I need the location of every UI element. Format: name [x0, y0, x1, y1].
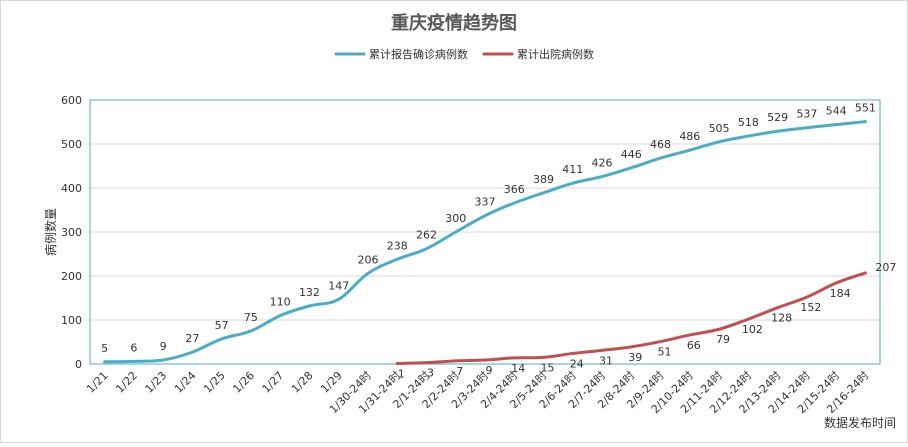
data-label: 57: [215, 319, 229, 332]
data-label: 6: [130, 341, 137, 354]
series-line-2: [395, 271, 867, 366]
data-label: 75: [244, 311, 258, 324]
data-label: 184: [830, 287, 851, 300]
data-label: 544: [826, 105, 847, 118]
data-label: 411: [562, 163, 583, 176]
x-axis-title: 数据发布时间: [824, 415, 896, 430]
y-tick-label: 500: [61, 138, 82, 151]
chart-title: 重庆疫情趋势图: [391, 12, 517, 34]
legend: 累计报告确诊病例数 累计出院病例数: [334, 47, 594, 61]
data-label: 366: [504, 183, 525, 196]
data-label: 132: [299, 286, 320, 299]
data-label: 486: [679, 130, 700, 143]
data-label: 7: [456, 365, 463, 378]
data-label: 518: [738, 116, 759, 129]
data-label: 39: [628, 351, 642, 364]
data-label: 152: [800, 301, 821, 314]
data-label: 238: [387, 239, 408, 252]
data-label: 66: [687, 339, 701, 352]
y-tick-label: 0: [75, 358, 82, 371]
data-label: 9: [160, 340, 167, 353]
data-label: 537: [796, 108, 817, 121]
data-label: 31: [599, 354, 613, 367]
data-labels: 5 6 92757751101321472062382623003373663894…: [101, 102, 896, 381]
data-label: 3: [427, 367, 434, 380]
data-label: 207: [875, 261, 896, 274]
y-axis: 0 100 200 300 400 500 600: [61, 94, 82, 371]
data-label: 79: [716, 333, 730, 346]
data-label: 262: [416, 229, 437, 242]
plot-area-border: [89, 99, 881, 365]
data-label: 14: [511, 362, 525, 375]
y-tick-label: 600: [61, 94, 82, 107]
y-axis-title: 病例数量: [43, 208, 58, 256]
data-label: 468: [650, 138, 671, 151]
data-label: 1: [398, 368, 405, 381]
legend-label-2: 累计出院病例数: [517, 47, 594, 61]
data-label: 24: [570, 357, 584, 370]
legend-label-1: 累计报告确诊病例数: [369, 47, 468, 61]
data-label: 505: [709, 122, 730, 135]
data-label: 27: [185, 332, 199, 345]
data-label: 426: [592, 157, 613, 170]
y-tick-label: 300: [61, 226, 82, 239]
data-label: 300: [445, 212, 466, 225]
data-label: 337: [475, 196, 496, 209]
data-label: 15: [541, 361, 555, 374]
grid-lines: [89, 99, 881, 365]
data-label: 51: [658, 346, 672, 359]
data-label: 529: [767, 111, 788, 124]
data-label: 206: [357, 253, 378, 266]
data-label: 389: [533, 173, 554, 186]
data-label: 128: [771, 312, 792, 325]
y-tick-label: 400: [61, 182, 82, 195]
data-label: 5: [101, 342, 108, 355]
data-label: 9: [486, 364, 493, 377]
series-line-1: [103, 120, 867, 364]
data-label: 102: [742, 323, 763, 336]
data-label: 110: [270, 296, 291, 309]
data-label: 147: [328, 279, 349, 292]
series-lines: [103, 120, 867, 366]
y-tick-label: 200: [61, 270, 82, 283]
data-label: 551: [855, 102, 876, 115]
data-label: 446: [621, 148, 642, 161]
y-tick-label: 100: [61, 314, 82, 327]
